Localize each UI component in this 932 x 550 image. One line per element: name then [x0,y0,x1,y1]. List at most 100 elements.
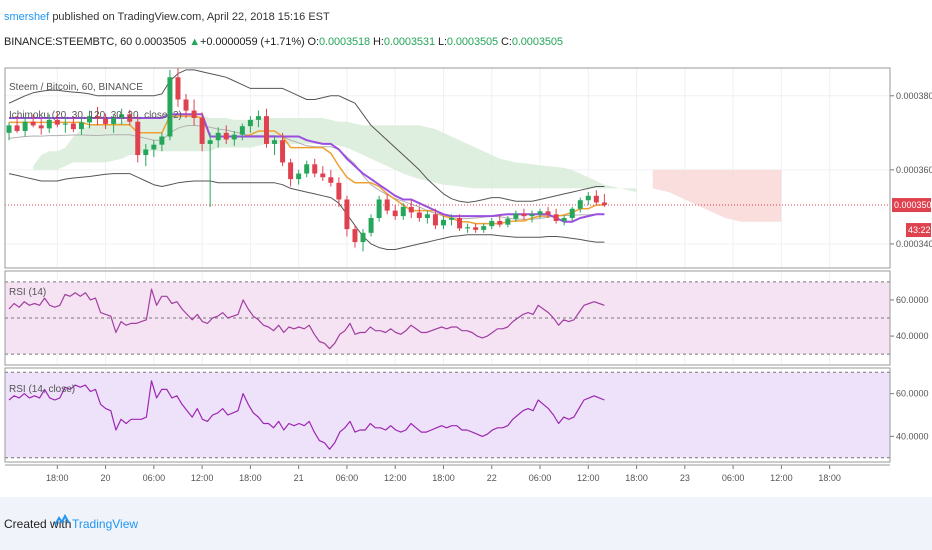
candle-body [505,218,511,225]
candle-body [231,134,237,140]
x-tick-label: 18:00 [625,473,648,483]
candle [384,193,390,215]
candle-body [328,177,334,183]
x-tick-label: 18:00 [818,473,841,483]
countdown-tag-label: 43:22 [908,225,931,235]
symbol-info: BINANCE:STEEMBTC, 60 0.0003505 ▲+0.00000… [4,36,563,48]
candle [529,210,535,223]
cloud-bearish [652,169,782,222]
pane-frame [4,367,891,463]
candle-body [376,199,382,218]
candle-body [127,114,133,122]
candle-body [191,110,197,118]
candle-body [239,126,245,135]
conversion-line [9,115,605,225]
candle-body [585,195,591,201]
candle [473,223,479,233]
candle-body [223,132,229,140]
candle-body [255,116,261,120]
x-tick-label: 12:00 [191,473,214,483]
candle-body [22,121,28,131]
price-change: +0.0000059 (+1.71%) [200,36,305,48]
chart-canvas[interactable]: RSI (14) RSI (14, close) Steem / Bitcoin,… [0,0,932,497]
candle-body [38,125,44,129]
candle [601,193,607,207]
candle-body [62,123,68,125]
candle [449,214,455,226]
footer: Created with TradingView [0,497,932,550]
candle-body [103,118,109,124]
candle [569,206,575,221]
rsi-y-tick-label: 60.0000 [896,295,929,305]
x-tick-label: 12:00 [577,473,600,483]
candle [231,130,237,146]
candle [336,177,342,207]
symbol-name: BINANCE:STEEMBTC, 60 [4,36,133,48]
candle [30,114,36,128]
candle [143,143,149,167]
last-price: 0.0003505 [135,36,187,48]
candle [537,208,543,218]
candle [54,112,60,128]
price-tag-label: 0.0003505 [894,200,932,210]
candle [505,216,511,228]
candle [585,192,591,206]
open-label: O: [307,36,320,48]
candle-body [95,116,101,119]
candle-body [368,218,374,233]
candle [127,109,133,126]
candle-body [424,214,430,218]
candle-body [30,121,36,126]
pane-frame [4,67,891,269]
candle-body [360,232,366,243]
candle [312,158,318,178]
candle [440,216,446,230]
candle-body [408,206,414,213]
tradingview-link[interactable]: TradingView [72,517,139,531]
x-tick-label: 18:00 [432,473,455,483]
candle-body [143,149,149,156]
rsi-band-fill [5,372,890,458]
bollinger-basis-line [8,124,605,220]
candle [159,132,165,152]
candle [545,206,551,218]
candle [38,118,44,135]
candle [62,118,68,133]
low-value: 0.0003505 [446,36,499,48]
candle-body [449,218,455,220]
candle [304,160,310,178]
candle-body [320,173,326,178]
candle [103,113,109,130]
rsi-line [8,380,605,450]
publish-text: published on TradingView.com, April 22, … [52,11,330,23]
candle-body [312,164,318,174]
candle [465,223,471,233]
candle [416,206,422,222]
high-value: 0.0003531 [383,36,435,48]
tradingview-logo-icon [54,514,70,526]
candle [344,195,350,237]
candle-body [432,214,438,226]
candle-body [304,164,310,174]
candle [14,116,20,133]
candle-body [481,226,487,230]
bollinger-lower-line [8,173,605,250]
candle-body [416,212,422,218]
candle [111,115,117,133]
author-link[interactable]: smershef [4,11,50,23]
candle [183,93,189,118]
candle-body [569,208,575,218]
candle [247,116,253,133]
candle [328,169,334,187]
candle [6,122,12,141]
candle-body [344,199,350,230]
x-tick-label: 23 [680,473,690,483]
open-value: 0.0003518 [318,36,371,48]
candle-body [497,220,503,225]
candle [593,190,599,206]
candle [296,169,302,185]
candle-body [215,132,221,141]
close-value: 0.0003505 [511,36,563,48]
price-tag-box [892,198,931,213]
